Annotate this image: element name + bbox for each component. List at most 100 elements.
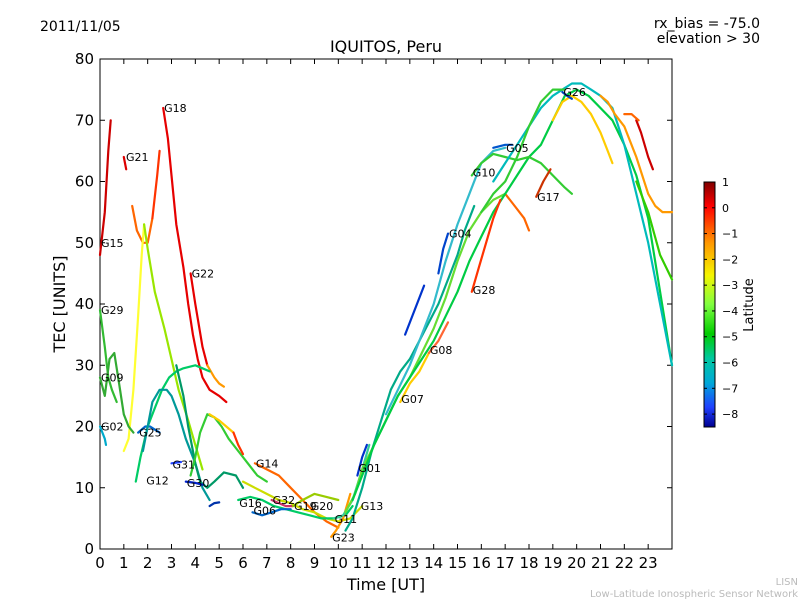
x-tick-label: 16 <box>472 554 491 572</box>
satellite-label: G15 <box>101 237 124 250</box>
tec-series-line <box>384 146 507 416</box>
colorbar-tick-label: −2 <box>722 253 738 266</box>
tec-series-line <box>344 192 507 514</box>
tec-series-line <box>251 508 292 517</box>
x-tick-label: 9 <box>310 554 320 572</box>
tec-series-line <box>330 492 352 538</box>
tec-series-line <box>208 413 235 434</box>
colorbar-tick-label: −5 <box>722 331 738 344</box>
footer-lisn: LISN <box>776 577 798 588</box>
x-tick-label: 21 <box>591 554 610 572</box>
tec-series-line <box>623 112 640 122</box>
y-axis-label: TEC [UNITS] <box>50 256 69 354</box>
plot-area-frame <box>99 58 673 550</box>
x-tick-label: 18 <box>519 554 538 572</box>
colorbar-tick-label: −7 <box>722 382 738 395</box>
chart-title: IQUITOS, Peru <box>330 37 442 56</box>
tec-series-line <box>470 198 502 293</box>
colorbar-tick-label: −6 <box>722 357 738 370</box>
tec-series-line <box>98 425 108 446</box>
satellite-label: G23 <box>332 531 355 544</box>
tec-series-line <box>175 364 245 489</box>
tec-series-line <box>137 425 161 434</box>
x-tick-label: 17 <box>496 554 515 572</box>
x-tick-label: 4 <box>191 554 201 572</box>
tec-series-line <box>535 168 552 198</box>
satellite-label: G22 <box>192 267 215 280</box>
tec-series-line <box>344 204 476 532</box>
x-tick-label: 8 <box>286 554 296 572</box>
x-tick-label: 10 <box>329 554 348 572</box>
satellite-label: G31 <box>173 458 196 471</box>
tec-series-line <box>470 152 574 195</box>
y-tick-label: 50 <box>75 234 94 252</box>
tec-series-line <box>162 106 228 404</box>
tec-series-line <box>206 364 225 388</box>
colorbar: 1 0 −1 −2 −3 −4 −5 −6 −7 −8 Latitude <box>703 176 757 428</box>
axis-ticks: 0 1 2 3 4 5 6 7 8 9 10 11 12 13 14 15 16 17 18 19 20 21 22 2301… <box>75 50 672 572</box>
y-tick-label: 20 <box>75 418 94 436</box>
x-tick-label: 15 <box>448 554 467 572</box>
tec-series-line <box>170 460 183 465</box>
tec-series-line <box>291 492 340 508</box>
satellite-label: G07 <box>401 393 424 406</box>
colorbar-tick-label: −4 <box>722 305 738 318</box>
tec-series-line <box>189 413 268 483</box>
satellite-label: G12 <box>146 474 169 487</box>
tec-series-line <box>232 431 245 456</box>
satellite-label: G10 <box>473 166 496 179</box>
colorbar-gradient <box>703 181 716 428</box>
tec-series-line <box>551 94 614 165</box>
satellite-label: G25 <box>139 427 162 440</box>
tec-series-line <box>404 284 426 336</box>
satellite-label: G08 <box>430 344 453 357</box>
colorbar-tick-label: 1 <box>722 176 729 189</box>
satellite-label: G18 <box>164 102 187 115</box>
x-tick-label: 5 <box>214 554 224 572</box>
y-tick-label: 0 <box>84 540 94 558</box>
colorbar-tick-label: 0 <box>722 202 729 215</box>
colorbar-ticks: 1 0 −1 −2 −3 −4 −5 −6 −7 −8 <box>704 176 738 421</box>
x-tick-label: 7 <box>262 554 272 572</box>
tec-series-line <box>356 443 368 477</box>
satellite-label: G26 <box>563 86 586 99</box>
satellite-label: G05 <box>506 142 529 155</box>
x-tick-label: 19 <box>543 554 562 572</box>
satellite-label: G30 <box>187 477 210 490</box>
tec-series-line <box>561 90 574 100</box>
x-tick-label: 22 <box>615 554 634 572</box>
tec-series-line <box>184 480 204 486</box>
satellite-label: G19 <box>294 500 317 513</box>
date-label: 2011/11/05 <box>40 19 121 35</box>
satellite-label: G32 <box>273 494 296 507</box>
satellite-label: G13 <box>361 500 384 513</box>
tec-series-line <box>492 82 674 367</box>
tec-series-line <box>599 94 674 214</box>
satellite-label: G09 <box>101 372 124 385</box>
satellite-label: G20 <box>311 500 334 513</box>
satellite-label: G06 <box>254 504 277 517</box>
satellite-label: G11 <box>335 513 358 526</box>
tec-series-line <box>208 501 221 508</box>
y-tick-label: 80 <box>75 50 94 68</box>
x-tick-label: 1 <box>119 554 129 572</box>
tec-series-line <box>122 223 146 453</box>
x-tick-label: 12 <box>376 554 395 572</box>
satellite-label: G01 <box>358 462 381 475</box>
x-tick-label: 2 <box>143 554 153 572</box>
tec-series-line <box>351 88 674 502</box>
tec-series-line <box>427 321 450 355</box>
y-tick-label: 30 <box>75 356 94 374</box>
tec-series-line <box>151 149 161 220</box>
y-tick-label: 70 <box>75 111 94 129</box>
satellite-label: G16 <box>239 497 262 510</box>
tec-series-line <box>504 192 531 232</box>
tec-series-line <box>253 462 340 529</box>
tec-series-line <box>437 232 450 275</box>
elevation-label: elevation > 30 <box>657 31 760 47</box>
tec-series-line <box>635 119 655 171</box>
x-tick-label: 0 <box>95 554 105 572</box>
tec-series-line <box>270 498 295 508</box>
tec-series-line <box>399 351 430 404</box>
